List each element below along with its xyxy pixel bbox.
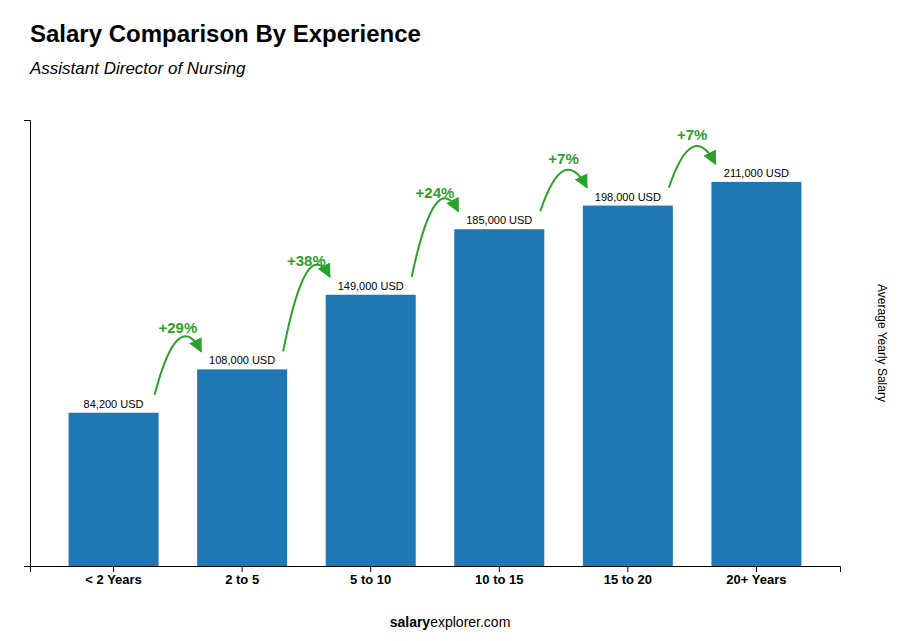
change-label: +7%: [548, 150, 578, 167]
x-tick: 5 to 10: [350, 566, 391, 587]
data-labels: 84,200 USD 108,000 USD 149,000 USD 185,000 …: [84, 167, 789, 410]
change-arrow: [412, 198, 459, 277]
change-arrow: [155, 336, 202, 395]
data-label: 198,000 USD: [595, 191, 661, 203]
x-tick-label: 5 to 10: [350, 572, 391, 587]
x-tick-mark: [242, 566, 243, 572]
bar: [326, 295, 416, 566]
x-tick-label: 10 to 15: [475, 572, 523, 587]
change-label: +29%: [158, 319, 197, 336]
x-tick-label: 20+ Years: [726, 572, 786, 587]
data-label: 185,000 USD: [466, 214, 532, 226]
data-label: 84,200 USD: [84, 398, 144, 410]
data-label: 108,000 USD: [209, 354, 275, 366]
x-tick-mark: [113, 566, 114, 572]
x-tick-label: 15 to 20: [604, 572, 652, 587]
y-axis-line: [24, 121, 31, 567]
chart: Salary Comparison By Experience Assistant…: [0, 0, 900, 641]
x-tick: 15 to 20: [604, 566, 652, 587]
bar: [583, 206, 673, 566]
data-label: 211,000 USD: [724, 167, 789, 179]
change-arrow: [540, 170, 587, 211]
change-label: +38%: [287, 252, 326, 269]
bar: [711, 182, 801, 566]
x-tick: 2 to 5: [225, 566, 259, 587]
x-tick-mark: [756, 566, 757, 572]
x-tick-mark: [627, 566, 628, 572]
bar: [69, 413, 159, 566]
x-tick-label: < 2 Years: [85, 572, 142, 587]
change-annotations: +29% +38% +24% +7% +7%: [155, 126, 716, 394]
data-label: 149,000 USD: [338, 280, 404, 292]
x-tick: 10 to 15: [475, 566, 523, 587]
subtitle: Assistant Director of Nursing: [29, 59, 246, 78]
x-tick: < 2 Years: [85, 566, 142, 587]
change-arrow: [283, 264, 330, 351]
change-label: +7%: [677, 126, 707, 143]
bar: [454, 229, 544, 566]
footer: salaryexplorer.com: [390, 614, 511, 630]
footer-part: explorer.com: [430, 614, 510, 630]
title: Salary Comparison By Experience: [30, 20, 421, 47]
y-axis: [24, 121, 31, 567]
bar: [197, 369, 287, 566]
x-tick: 20+ Years: [726, 566, 786, 587]
x-axis: < 2 Years 2 to 5 5 to 10 10 to 15 15 to 20 20…: [31, 566, 841, 587]
change-label: +24%: [416, 184, 455, 201]
bars: [69, 182, 802, 566]
x-tick-label: 2 to 5: [225, 572, 259, 587]
x-tick-mark: [370, 566, 371, 572]
x-axis-line: [31, 567, 841, 573]
x-tick-mark: [499, 566, 500, 572]
y-label: Average Yearly Salary: [875, 284, 889, 402]
footer-part: salary: [390, 614, 431, 630]
change-arrow: [669, 146, 716, 187]
